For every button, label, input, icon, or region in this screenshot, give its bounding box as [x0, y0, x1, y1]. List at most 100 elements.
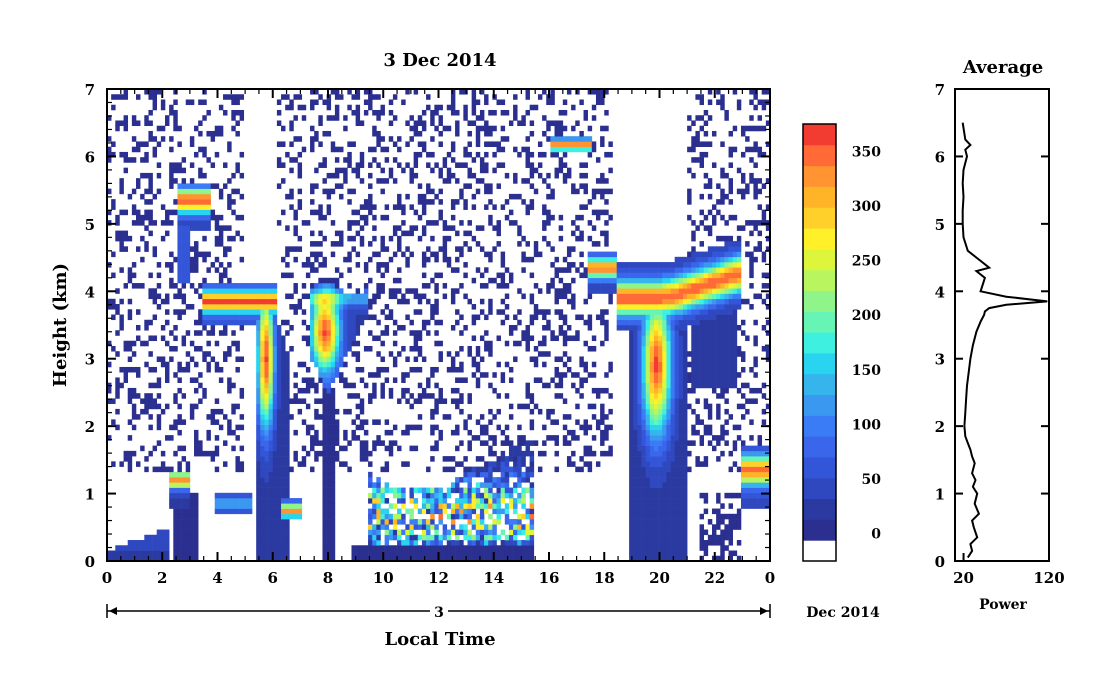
heatmap-cell [264, 414, 269, 420]
heatmap-cell [682, 387, 688, 394]
heatmap-cell [206, 309, 211, 315]
heatmap-cell [508, 330, 514, 336]
heatmap-cell [591, 450, 597, 457]
heatmap-cell [239, 498, 245, 504]
heatmap-cell [666, 288, 671, 294]
heatmap-cell [123, 345, 129, 352]
heatmap-cell [633, 450, 638, 457]
heatmap-cell [608, 366, 613, 373]
heatmap-cell [301, 104, 307, 111]
heatmap-cell [542, 115, 547, 121]
heatmap-cell [517, 529, 522, 536]
heatmap-cell [662, 487, 667, 494]
heatmap-cell [276, 508, 282, 515]
heatmap-cell [189, 188, 195, 195]
heatmap-cell [268, 351, 274, 357]
heatmap-cell [604, 309, 609, 315]
heatmap-cell [276, 477, 282, 483]
heatmap-cell [587, 345, 593, 352]
heatmap-cell [388, 120, 394, 127]
heatmap-cell [691, 424, 696, 431]
heatmap-cell [218, 330, 224, 336]
heatmap-cell [484, 498, 489, 504]
heatmap-cell [181, 393, 187, 399]
heatmap-cell [450, 99, 456, 106]
heatmap-cell [595, 387, 601, 394]
heatmap-cell [397, 498, 402, 504]
heatmap-cell [148, 130, 153, 137]
heatmap-cell [434, 162, 439, 168]
heatmap-cell [140, 220, 145, 226]
heatmap-cell [264, 508, 269, 515]
heatmap-cell [421, 319, 427, 326]
heatmap-cell [235, 424, 240, 431]
heatmap-cell [372, 125, 377, 132]
heatmap-cell [181, 487, 187, 494]
heatmap-cell [479, 309, 485, 315]
heatmap-cell [691, 251, 696, 258]
heatmap-cell [678, 524, 684, 530]
heatmap-cell [463, 545, 468, 551]
heatmap-cell [409, 550, 414, 557]
heatmap-cell [662, 267, 667, 273]
heatmap-cell [558, 130, 564, 137]
heatmap-cell [550, 246, 555, 252]
heatmap-cell [202, 172, 207, 179]
heatmap-cell [189, 99, 195, 106]
heatmap-cell [260, 304, 265, 310]
heatmap-cell [637, 330, 642, 336]
heatmap-cell [194, 450, 199, 457]
heatmap-cell [637, 283, 642, 289]
heatmap-cell [430, 314, 435, 321]
heatmap-cell [637, 387, 642, 394]
heatmap-cell [699, 141, 704, 147]
heatmap-cell [330, 540, 336, 546]
heatmap-cell [496, 550, 501, 557]
heatmap-cell [467, 230, 472, 237]
heatmap-cell [148, 555, 153, 562]
heatmap-cell [666, 351, 671, 357]
heatmap-cell [674, 477, 680, 483]
heatmap-cell [649, 534, 655, 541]
heatmap-cell [653, 471, 659, 478]
heatmap-cell [637, 445, 642, 452]
heatmap-cell [550, 89, 555, 95]
heatmap-cell [189, 414, 195, 420]
heatmap-cell [529, 293, 535, 300]
heatmap-cell [421, 356, 427, 363]
heatmap-cell [678, 498, 684, 504]
heatmap-cell [368, 545, 373, 551]
heatmap-cell [438, 492, 443, 499]
heatmap-cell [334, 283, 340, 289]
heatmap-cell [492, 461, 497, 467]
heatmap-cell [148, 424, 153, 431]
heatmap-cell [417, 398, 423, 404]
heatmap-cell [330, 534, 336, 541]
heatmap-cell [310, 325, 315, 331]
heatmap-cell [678, 477, 684, 483]
heatmap-cell [156, 141, 162, 147]
heatmap-cell [119, 366, 124, 373]
heatmap-cell [629, 393, 634, 399]
heatmap-cell [629, 293, 634, 300]
heatmap-cell [310, 340, 315, 347]
heatmap-cell [268, 325, 274, 331]
heatmap-cell [384, 534, 390, 541]
heatmap-cell [475, 466, 481, 473]
heatmap-cell [633, 545, 638, 551]
heatmap-cell [276, 555, 282, 562]
heatmap-cell [496, 466, 501, 473]
heatmap-cell [633, 414, 638, 420]
heatmap-cell [703, 372, 709, 378]
heatmap-cell [695, 267, 700, 273]
heatmap-cell [633, 351, 638, 357]
heatmap-cell [347, 309, 352, 315]
heatmap-cell [285, 372, 290, 378]
heatmap-cell [678, 262, 684, 268]
heatmap-cell [492, 414, 497, 420]
heatmap-cell [123, 555, 129, 562]
heatmap-cell [513, 529, 518, 536]
heatmap-cell [662, 503, 667, 509]
heatmap-cell [455, 162, 460, 168]
heatmap-cell [181, 256, 187, 263]
